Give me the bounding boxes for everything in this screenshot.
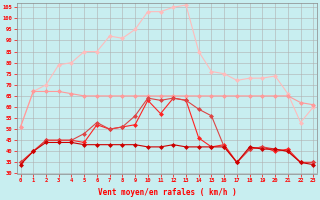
X-axis label: Vent moyen/en rafales ( km/h ): Vent moyen/en rafales ( km/h ) [98,188,236,197]
